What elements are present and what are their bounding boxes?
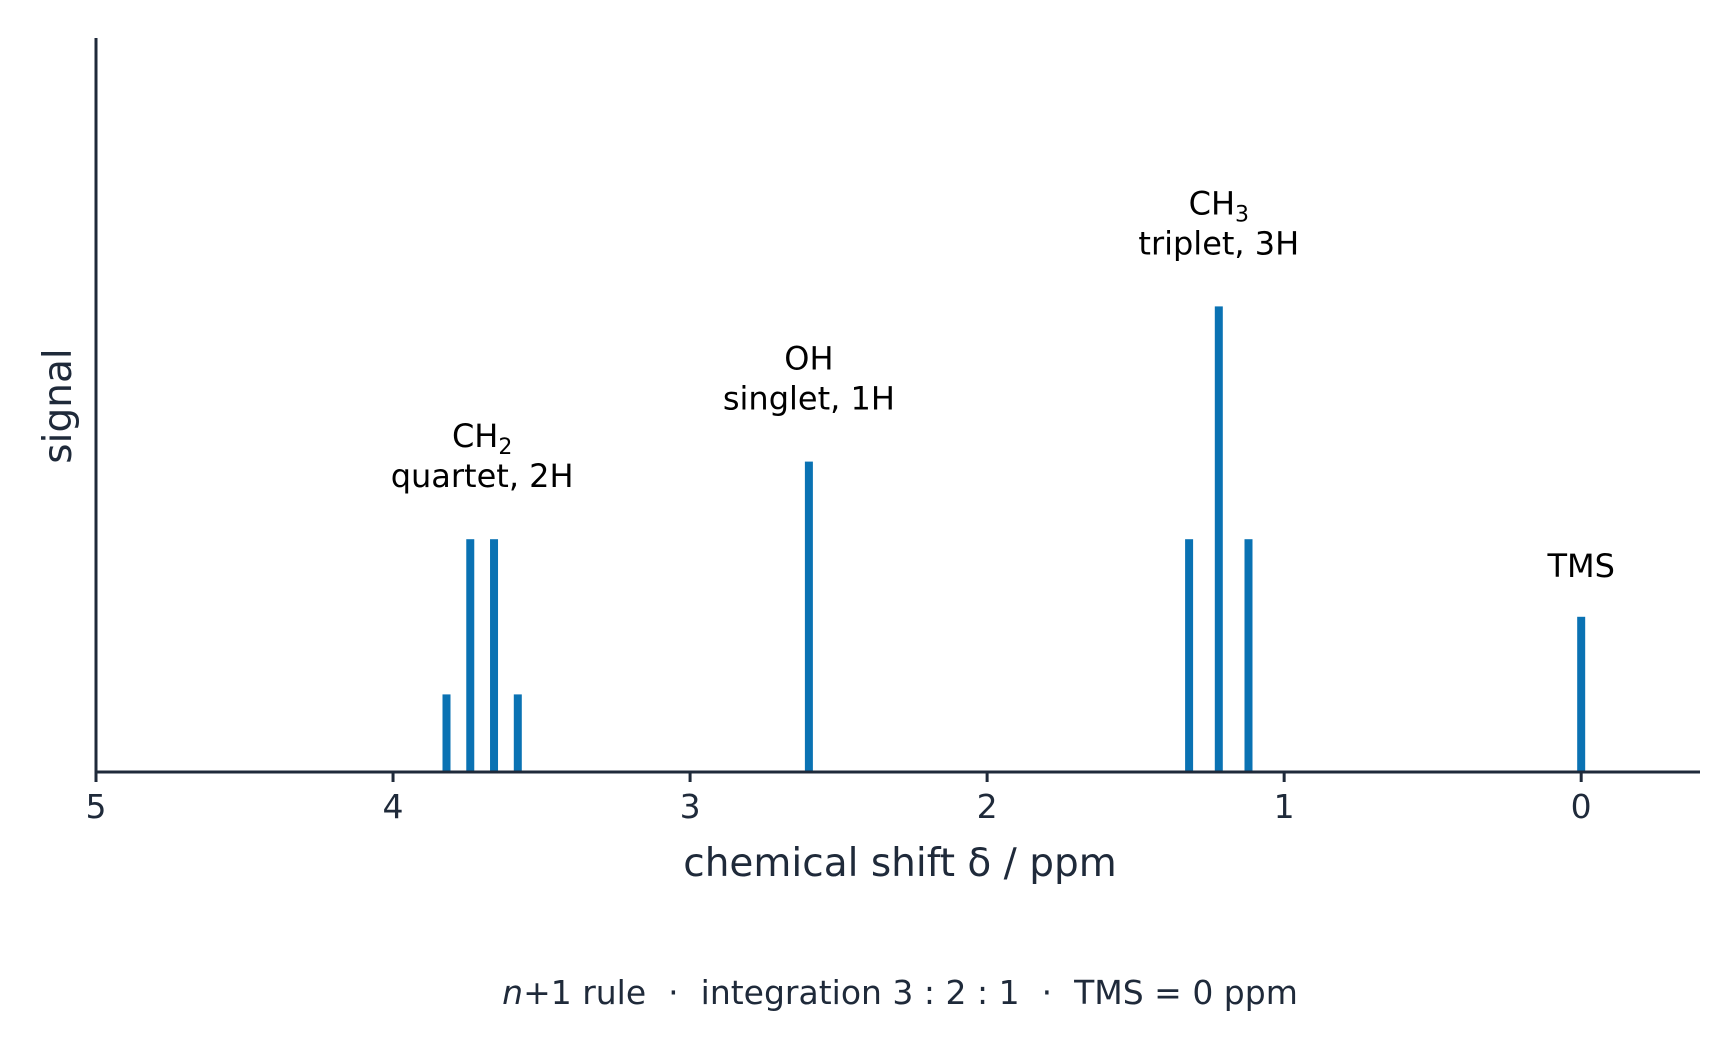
footer-n: n [502,973,523,1012]
x-tick-label: 0 [1571,787,1592,826]
footer-separator: · [668,973,679,1012]
x-axis-ticks: 5 4 3 2 1 0 [86,772,1592,826]
peak-line [466,539,475,772]
peak-group-label: CH2 [452,417,512,460]
peak-multiplicity-label: triplet, 3H [1138,224,1299,262]
peak-multiplicity-label: singlet, 1H [723,380,895,418]
footer-tms: TMS = 0 ppm [1073,973,1298,1012]
footer-separator: · [1042,973,1053,1012]
x-axis-title: chemical shift δ / ppm [683,841,1116,886]
peak-line [1185,539,1194,772]
y-axis-title: signal [36,348,81,463]
footer-integration: integration 3 : 2 : 1 [701,973,1020,1012]
plot-area [442,306,1586,772]
peak-group-label: OH [784,340,833,378]
peak-line [1577,616,1586,772]
peak-group-label: CH3 [1189,184,1249,227]
x-tick-label: 3 [680,787,701,826]
peak-line [490,539,499,772]
x-tick-label: 1 [1274,787,1295,826]
peak-line [442,694,451,772]
peak-line [804,461,813,772]
x-tick-label: 4 [383,787,404,826]
peak-line [513,694,522,772]
footer-note: n+1 rule · integration 3 : 2 : 1 · TMS = 0 p… [502,973,1298,1012]
peak-multiplicity-label: quartet, 2H [391,457,574,495]
peak-line [1214,306,1223,772]
x-tick-label: 5 [86,787,107,826]
footer-rule: +1 rule [523,973,646,1012]
peak-line [1244,539,1253,772]
peak-group-label: TMS [1546,547,1614,585]
x-tick-label: 2 [977,787,998,826]
